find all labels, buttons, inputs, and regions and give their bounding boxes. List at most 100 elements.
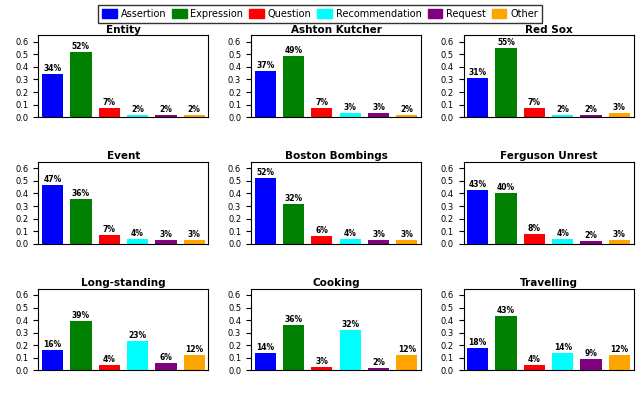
Text: 2%: 2%	[401, 105, 413, 113]
Bar	[524, 108, 545, 117]
Title: Travelling: Travelling	[520, 278, 577, 288]
Text: 2%: 2%	[556, 105, 569, 113]
Text: 4%: 4%	[344, 229, 356, 238]
Bar	[99, 365, 120, 370]
Bar	[368, 368, 389, 370]
Bar	[368, 113, 389, 117]
Text: 3%: 3%	[613, 103, 626, 112]
Text: 3%: 3%	[401, 230, 413, 239]
Title: Boston Bombings: Boston Bombings	[285, 151, 387, 161]
Text: 4%: 4%	[556, 229, 569, 238]
Text: 7%: 7%	[103, 98, 116, 107]
Text: 2%: 2%	[131, 105, 144, 113]
Text: 43%: 43%	[468, 180, 487, 189]
Bar	[552, 239, 573, 244]
Bar	[467, 190, 488, 244]
Bar	[609, 113, 630, 117]
Bar	[42, 185, 63, 244]
Text: 3%: 3%	[372, 103, 385, 112]
Bar	[255, 353, 276, 370]
Bar	[552, 353, 573, 370]
Bar	[184, 355, 205, 370]
Text: 2%: 2%	[585, 105, 598, 113]
Text: 7%: 7%	[103, 225, 116, 234]
Text: 4%: 4%	[528, 355, 541, 364]
Text: 14%: 14%	[256, 343, 274, 352]
Bar	[156, 115, 177, 117]
Bar	[184, 240, 205, 244]
Text: 34%: 34%	[44, 64, 61, 73]
Text: 14%: 14%	[554, 343, 572, 352]
Text: 55%: 55%	[497, 38, 515, 47]
Bar	[311, 366, 332, 370]
Text: 32%: 32%	[341, 320, 359, 329]
Bar	[184, 115, 205, 117]
Text: 52%: 52%	[72, 42, 90, 51]
Bar	[127, 239, 148, 244]
Bar	[340, 113, 361, 117]
Text: 36%: 36%	[72, 188, 90, 197]
Text: 4%: 4%	[131, 229, 144, 238]
Text: 18%: 18%	[468, 338, 487, 347]
Bar	[340, 239, 361, 244]
Title: Long-standing: Long-standing	[81, 278, 166, 288]
Text: 32%: 32%	[284, 193, 303, 203]
Bar	[580, 115, 602, 117]
Text: 3%: 3%	[372, 230, 385, 239]
Bar	[156, 363, 177, 370]
Bar	[70, 52, 92, 117]
Bar	[156, 240, 177, 244]
Title: Entity: Entity	[106, 25, 141, 35]
Bar	[467, 78, 488, 117]
Bar	[127, 342, 148, 370]
Text: 2%: 2%	[159, 105, 172, 113]
Title: Cooking: Cooking	[312, 278, 360, 288]
Title: Red Sox: Red Sox	[525, 25, 572, 35]
Bar	[311, 108, 332, 117]
Bar	[340, 330, 361, 370]
Title: Ashton Kutcher: Ashton Kutcher	[291, 25, 381, 35]
Text: 2%: 2%	[585, 231, 598, 240]
Bar	[396, 240, 417, 244]
Bar	[283, 325, 304, 370]
Text: 43%: 43%	[497, 306, 515, 315]
Text: 3%: 3%	[188, 230, 201, 239]
Bar	[552, 115, 573, 117]
Text: 3%: 3%	[613, 230, 626, 239]
Text: 39%: 39%	[72, 311, 90, 320]
Text: 16%: 16%	[44, 340, 61, 349]
Bar	[283, 204, 304, 244]
Text: 6%: 6%	[316, 226, 328, 235]
Text: 12%: 12%	[398, 345, 416, 354]
Text: 3%: 3%	[316, 357, 328, 366]
Bar	[495, 48, 516, 117]
Text: 12%: 12%	[611, 345, 628, 354]
Bar	[70, 199, 92, 244]
Text: 31%: 31%	[468, 68, 487, 77]
Text: 2%: 2%	[188, 105, 201, 113]
Text: 2%: 2%	[372, 358, 385, 367]
Bar	[609, 240, 630, 244]
Bar	[495, 316, 516, 370]
Text: 9%: 9%	[585, 349, 598, 358]
Text: 40%: 40%	[497, 184, 515, 193]
Text: 6%: 6%	[159, 353, 172, 362]
Text: 47%: 47%	[44, 175, 61, 184]
Legend: Assertion, Expression, Question, Recommendation, Request, Other: Assertion, Expression, Question, Recomme…	[98, 5, 542, 22]
Bar	[396, 355, 417, 370]
Bar	[311, 236, 332, 244]
Bar	[495, 193, 516, 244]
Text: 23%: 23%	[129, 331, 147, 340]
Bar	[99, 235, 120, 244]
Bar	[580, 359, 602, 370]
Bar	[396, 115, 417, 117]
Text: 52%: 52%	[256, 168, 274, 177]
Text: 36%: 36%	[284, 315, 303, 324]
Title: Event: Event	[107, 151, 140, 161]
Text: 4%: 4%	[103, 355, 116, 364]
Bar	[255, 178, 276, 244]
Bar	[524, 365, 545, 370]
Bar	[368, 240, 389, 244]
Text: 49%: 49%	[284, 46, 303, 54]
Text: 8%: 8%	[528, 224, 541, 233]
